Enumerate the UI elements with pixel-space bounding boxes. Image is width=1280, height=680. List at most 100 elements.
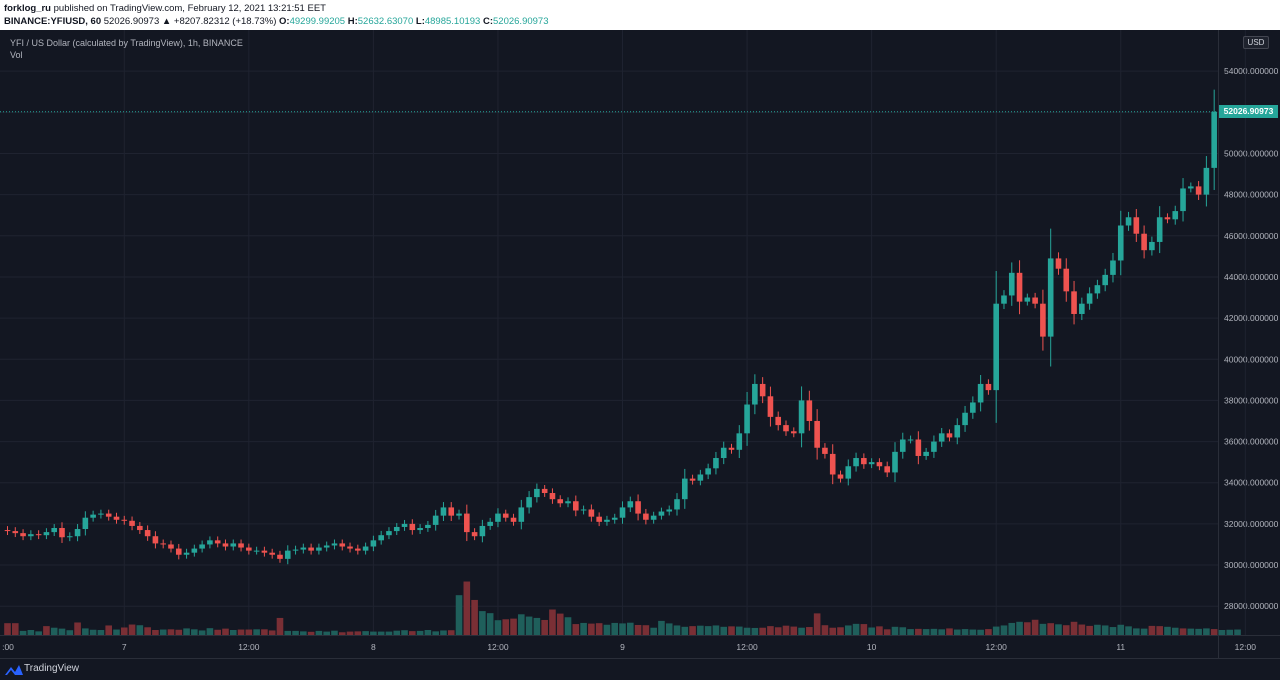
- y-tick-label: 34000.000000: [1224, 478, 1279, 488]
- candle-body: [1040, 303, 1046, 337]
- volume-bar: [97, 629, 105, 635]
- candle-body: [90, 514, 96, 518]
- volume-bar: [595, 623, 603, 635]
- volume-bar: [206, 628, 214, 635]
- volume-bar: [416, 630, 424, 635]
- candle-body: [526, 497, 532, 508]
- volume-bar: [50, 627, 58, 635]
- volume-bar: [627, 622, 634, 635]
- chart-area[interactable]: 28000.000000 30000.000000 32000.000000 3400…: [0, 30, 1280, 658]
- volume-bar: [58, 628, 66, 635]
- volume-bar: [883, 629, 891, 635]
- tradingview-brand[interactable]: TradingView: [24, 663, 80, 674]
- candle-body: [82, 517, 89, 530]
- x-tick-label: 11: [1116, 642, 1125, 652]
- candle-body: [658, 511, 665, 516]
- candle-body: [74, 529, 81, 537]
- volume-bar: [525, 616, 533, 635]
- candlestick-chart[interactable]: 28000.000000 30000.000000 32000.000000 3400…: [0, 30, 1280, 658]
- volume-bar: [1148, 625, 1156, 635]
- volume-bar: [74, 622, 81, 635]
- candle-body: [1141, 233, 1147, 251]
- candle-body: [993, 303, 999, 391]
- volume-bar: [159, 629, 167, 635]
- candle-body: [806, 400, 813, 421]
- volume-bar: [1133, 628, 1140, 635]
- candle-body: [767, 396, 774, 417]
- currency-button[interactable]: USD: [1243, 36, 1269, 49]
- volume-bar: [167, 629, 175, 635]
- volume-bar: [237, 629, 245, 635]
- volume-bar: [611, 622, 619, 635]
- candle-body: [339, 543, 346, 547]
- volume-bar: [370, 631, 377, 635]
- candle-body: [59, 527, 65, 538]
- candle-body: [1001, 295, 1007, 304]
- candle-body: [1180, 188, 1186, 212]
- chart-legend-title: YFI / US Dollar (calculated by TradingVi…: [10, 38, 243, 48]
- volume-bar: [829, 627, 837, 635]
- candle-body: [759, 383, 766, 397]
- volume-bar: [128, 624, 136, 635]
- volume-bar: [1016, 621, 1023, 635]
- volume-bar: [261, 629, 268, 635]
- volume-bar: [1187, 628, 1195, 635]
- candle-body: [300, 547, 307, 550]
- candle-body: [238, 543, 244, 548]
- candle-body: [650, 515, 657, 520]
- volume-bar: [35, 631, 42, 635]
- volume-bar: [697, 625, 704, 635]
- volume-bar: [806, 627, 813, 635]
- volume-bar: [432, 631, 439, 635]
- x-tick-label: 12:00: [736, 642, 758, 652]
- candle-body: [557, 499, 564, 504]
- volume-bar: [969, 629, 977, 635]
- volume-bar: [1156, 626, 1163, 635]
- publisher-header: forklog_ru published on TradingView.com,…: [0, 0, 1280, 30]
- volume-bar: [362, 631, 369, 635]
- volume-bar: [728, 626, 735, 635]
- candle-body: [938, 433, 945, 442]
- candle-body: [604, 519, 610, 522]
- candle-body: [1164, 217, 1171, 220]
- published-text: published on TradingView.com, February 1…: [53, 3, 326, 14]
- volume-bar: [113, 629, 120, 635]
- candle-body: [323, 545, 330, 548]
- candle-body: [261, 550, 268, 553]
- x-tick-label: 10: [867, 642, 877, 652]
- last-price: 52026.90973: [103, 16, 160, 27]
- candle-body: [191, 548, 198, 553]
- close-value: 52026.90973: [493, 16, 549, 27]
- volume-bar: [992, 626, 1000, 635]
- candle-body: [144, 530, 151, 537]
- volume-bar: [183, 628, 190, 635]
- volume-bar: [1203, 628, 1210, 635]
- volume-bar: [27, 629, 35, 635]
- publisher-name[interactable]: forklog_ru: [4, 3, 51, 14]
- candle-body: [98, 513, 104, 515]
- candle-body: [175, 548, 182, 555]
- candle-body: [829, 453, 836, 475]
- candle-body: [487, 521, 493, 526]
- candle-body: [160, 543, 166, 545]
- volume-bar: [502, 619, 510, 635]
- candle-body: [970, 402, 976, 413]
- x-tick-label: 7: [122, 642, 127, 652]
- candle-body: [837, 474, 844, 479]
- volume-bar: [953, 629, 961, 635]
- x-tick-label: 12:00: [1235, 642, 1257, 652]
- symbol-label: BINANCE:YFIUSD, 60: [4, 16, 102, 27]
- volume-bar: [198, 630, 206, 635]
- candle-body: [736, 433, 743, 450]
- candle-body: [1016, 272, 1023, 302]
- volume-bar: [191, 629, 198, 635]
- candle-body: [518, 507, 525, 522]
- candle-body: [822, 447, 828, 454]
- candle-body: [207, 540, 213, 545]
- candle-body: [1071, 291, 1077, 314]
- candle-body: [923, 451, 929, 456]
- candle-body: [1188, 186, 1194, 189]
- volume-bar: [229, 629, 237, 635]
- tradingview-logo-icon[interactable]: [5, 664, 23, 675]
- candle-body: [28, 534, 34, 537]
